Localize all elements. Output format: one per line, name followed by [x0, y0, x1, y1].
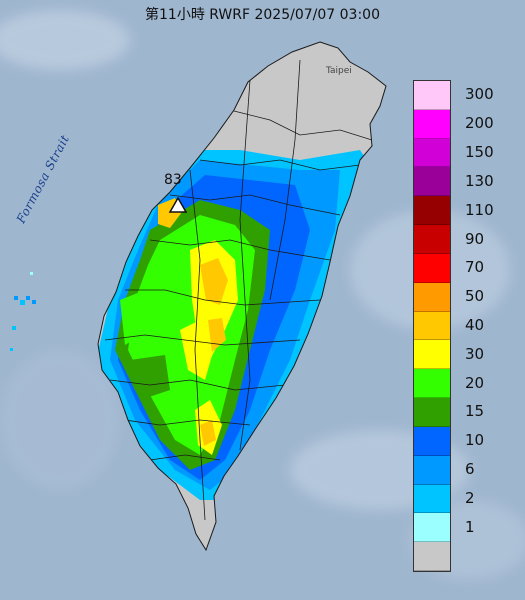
legend-label: 150 [465, 143, 494, 162]
legend-label: 50 [465, 287, 485, 306]
legend-label: 6 [465, 460, 475, 479]
legend-label: 200 [465, 114, 494, 133]
legend-swatch [414, 196, 450, 226]
legend-swatch [414, 340, 450, 370]
legend-swatch [414, 253, 450, 283]
legend-swatch [414, 138, 450, 168]
legend-bar [413, 80, 451, 572]
legend-label: 40 [465, 316, 485, 334]
legend-label: 20 [465, 373, 485, 392]
legend-swatch [414, 513, 450, 543]
legend-label: 130 [465, 171, 494, 190]
legend-swatch [414, 484, 450, 514]
offshore-rain-specks [10, 272, 36, 351]
legend-swatch [414, 542, 450, 571]
legend-label: 30 [465, 344, 485, 363]
legend-swatch [414, 81, 450, 110]
county-boundaries [104, 59, 373, 521]
legend-label: 1 [465, 517, 475, 536]
legend-label: 70 [465, 258, 485, 277]
legend-swatch [414, 369, 450, 399]
legend-swatch [414, 282, 450, 312]
legend-swatch [414, 455, 450, 485]
legend-label: 300 [465, 85, 494, 104]
city-label: Taipei [326, 66, 352, 76]
legend-swatch [414, 109, 450, 139]
legend-label: 15 [465, 402, 485, 421]
legend-label: 10 [465, 431, 485, 450]
legend-swatch [414, 225, 450, 254]
legend-swatch [414, 398, 450, 427]
legend-swatch [414, 167, 450, 197]
max-value-label: 83 [164, 172, 182, 188]
legend-swatch [414, 311, 450, 341]
color-legend: 300 200 150 130 110 90 70 50 40 30 20 15 10 6 2 1 [413, 80, 513, 572]
legend-label: 110 [465, 200, 494, 219]
legend-swatch [414, 426, 450, 456]
rainfall-layer [98, 150, 380, 500]
max-value-marker-icon [168, 196, 188, 213]
island-outline [97, 41, 387, 552]
legend-label: 2 [465, 488, 475, 507]
legend-label: 90 [465, 229, 485, 248]
map-title: 第11小時 RWRF 2025/07/07 03:00 [145, 7, 380, 23]
